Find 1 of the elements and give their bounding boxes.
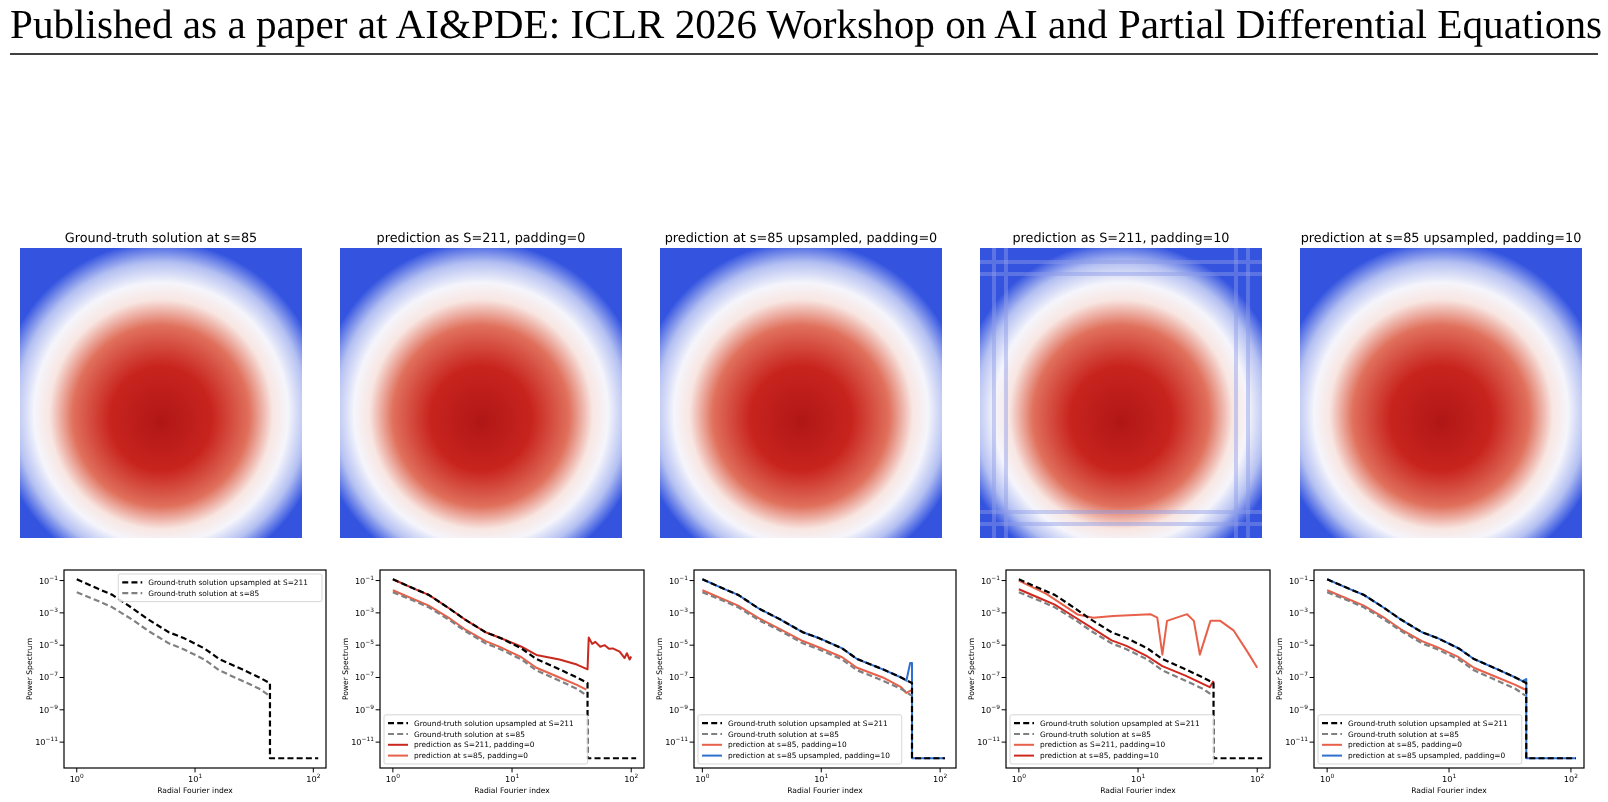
text: Published as a paper at AI&PDE: ICLR 2026 Workshop on AI and Partial Differential Equations bbox=[10, 4, 1603, 48]
